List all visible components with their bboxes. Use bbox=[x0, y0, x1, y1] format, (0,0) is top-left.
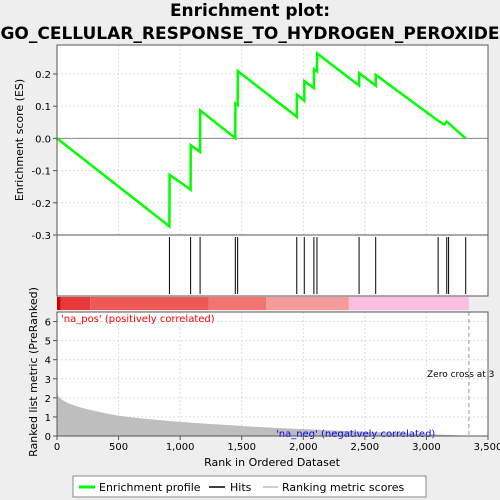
x-tick-label: 3,000 bbox=[412, 442, 441, 453]
ranked-y-tick-label: 5 bbox=[45, 337, 51, 348]
positive-correlation-label: 'na_pos' (positively correlated) bbox=[61, 314, 215, 325]
legend-enrichment-label: Enrichment profile bbox=[99, 481, 201, 494]
legend-box bbox=[72, 475, 427, 498]
es-y-tick-label: -0.3 bbox=[31, 231, 51, 242]
legend-ranking-label: Ranking metric scores bbox=[282, 481, 404, 494]
x-tick-label: 500 bbox=[109, 442, 128, 453]
es-y-axis: -0.3 -0.2 -0.1 0.0 0.1 0.2 bbox=[31, 70, 57, 242]
ranked-y-tick-label: 0 bbox=[45, 432, 51, 443]
x-tick-label: 1,500 bbox=[227, 442, 256, 453]
x-tick-label: 0 bbox=[54, 442, 60, 453]
x-tick-label: 2,000 bbox=[289, 442, 318, 453]
ranked-y-tick-label: 3 bbox=[45, 375, 51, 386]
zero-cross-label: Zero cross at 3 bbox=[427, 370, 494, 380]
es-panel-background bbox=[57, 45, 488, 235]
ranked-y-axis-label: Ranked list metric (PreRanked) bbox=[27, 287, 40, 457]
ranking-metric-area bbox=[57, 391, 469, 436]
ranked-panel-frame bbox=[56, 311, 489, 437]
title-line-1: Enrichment plot: bbox=[169, 1, 331, 21]
negative-correlation-label: 'na_neg' (negatively correlated) bbox=[276, 429, 435, 440]
x-tick-label: 2,500 bbox=[351, 442, 380, 453]
gradient-band bbox=[60, 297, 91, 310]
gradient-band bbox=[208, 297, 267, 310]
es-y-tick-label: 0.2 bbox=[35, 70, 51, 81]
gradient-band bbox=[57, 297, 61, 310]
hit-marks bbox=[168, 237, 467, 294]
ranked-x-axis: 0 500 1,000 1,500 2,000 2,500 3,000 3,500 bbox=[54, 436, 500, 453]
gradient-band bbox=[90, 297, 209, 310]
ranked-y-tick-label: 4 bbox=[45, 356, 51, 367]
title-line-2: GO_CELLULAR_RESPONSE_TO_HYDROGEN_PEROXID… bbox=[0, 24, 500, 44]
chart-title: Enrichment plot: GO_CELLULAR_RESPONSE_TO… bbox=[0, 0, 500, 46]
enrichment-profile-line bbox=[56, 50, 467, 229]
legend-hits-label: Hits bbox=[230, 481, 252, 494]
ranked-y-tick-label: 1 bbox=[45, 413, 51, 424]
hits-panel-frame bbox=[56, 234, 489, 297]
es-y-tick-label: 0.1 bbox=[35, 102, 51, 113]
hits-panel-background bbox=[57, 235, 488, 296]
es-y-tick-label: 0.0 bbox=[35, 134, 51, 145]
rank-gradient-bar bbox=[57, 297, 469, 310]
ranked-y-axis: 0 1 2 3 4 5 6 bbox=[45, 318, 57, 443]
gradient-band bbox=[266, 297, 349, 310]
ranked-y-tick-label: 2 bbox=[45, 394, 51, 405]
es-y-axis-label: Enrichment score (ES) bbox=[13, 79, 26, 201]
x-axis-label: Rank in Ordered Dataset bbox=[204, 456, 341, 469]
ranked-y-tick-label: 6 bbox=[45, 318, 51, 329]
ranked-panel-background bbox=[57, 312, 488, 436]
x-tick-label: 1,000 bbox=[166, 442, 195, 453]
gradient-band bbox=[348, 297, 469, 310]
es-y-tick-label: -0.2 bbox=[31, 199, 51, 210]
es-y-tick-label: -0.1 bbox=[31, 167, 51, 178]
x-tick-label: 3,500 bbox=[474, 442, 500, 453]
